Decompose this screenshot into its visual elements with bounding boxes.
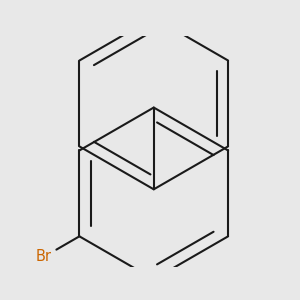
Text: Br: Br (36, 249, 52, 264)
Text: F: F (150, 0, 158, 1)
